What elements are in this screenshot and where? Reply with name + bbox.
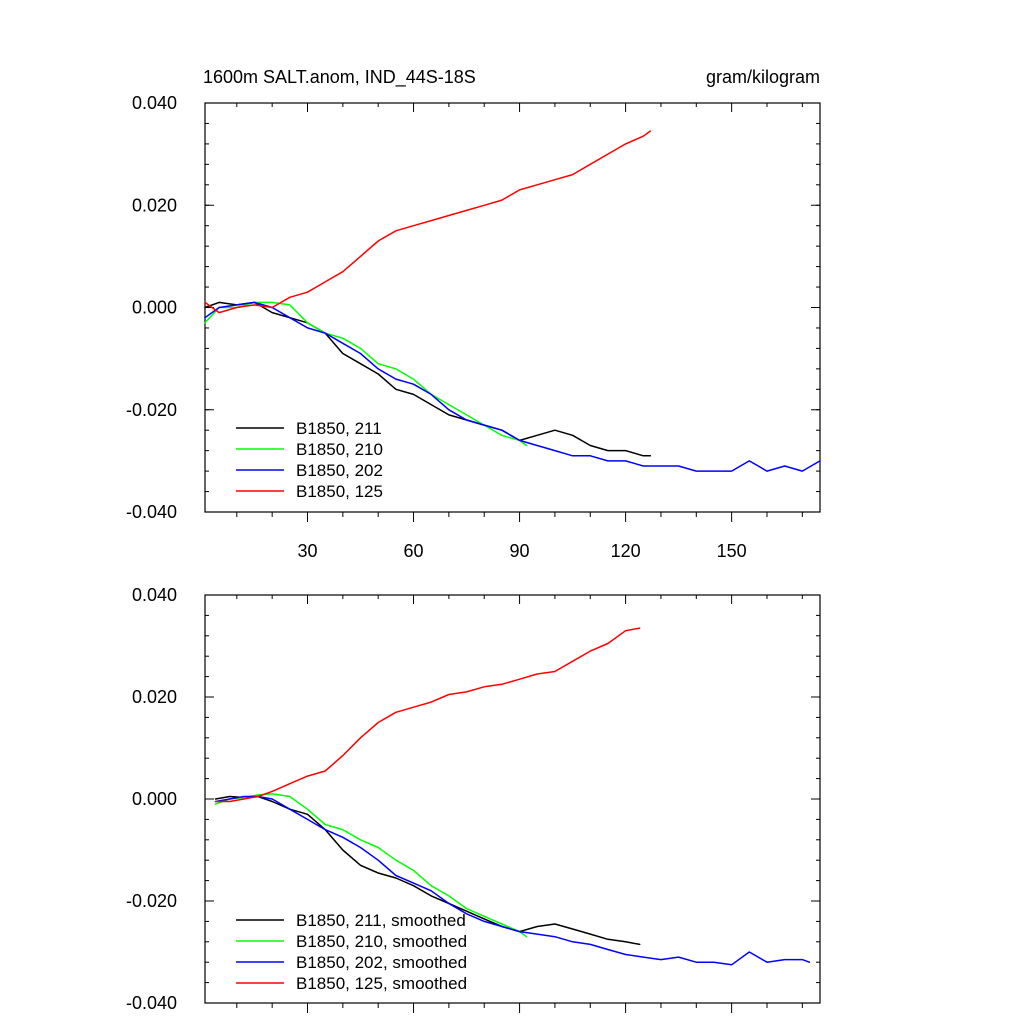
legend-label: B1850, 202, smoothed xyxy=(296,953,467,972)
legend-label: B1850, 210, smoothed xyxy=(296,932,467,951)
series-line xyxy=(214,795,641,946)
y-tick-label: 0.000 xyxy=(132,298,177,318)
y-tick-label: -0.040 xyxy=(126,502,177,522)
y-tick-label: -0.020 xyxy=(126,891,177,911)
y-tick-label: 0.040 xyxy=(132,93,177,113)
series-line xyxy=(214,627,641,803)
series-line xyxy=(204,301,821,472)
series-line xyxy=(204,130,652,314)
x-tick-label: 90 xyxy=(510,541,530,561)
y-tick-label: -0.040 xyxy=(126,993,177,1013)
legend-label: B1850, 211 xyxy=(296,419,382,438)
series-line xyxy=(214,793,528,938)
bottom-panel: -0.040 -0.020 0.000 0.020 0.040 B1850, 211, s… xyxy=(126,585,821,1013)
chart-title: 1600m SALT.anom, IND_44S-18S xyxy=(203,67,476,88)
series-line xyxy=(204,301,528,447)
chart-units: gram/kilogram xyxy=(706,67,820,87)
y-tick-label: 0.020 xyxy=(132,195,177,215)
y-tick-label: 0.040 xyxy=(132,585,177,605)
legend-label: B1850, 125 xyxy=(296,482,383,501)
y-tick-label: -0.020 xyxy=(126,400,177,420)
legend-label: B1850, 211, smoothed xyxy=(296,911,466,930)
series-line xyxy=(204,301,652,457)
x-tick-label: 150 xyxy=(717,541,747,561)
y-tick-label: 0.020 xyxy=(132,687,177,707)
series-line xyxy=(214,795,811,966)
x-tick-label: 60 xyxy=(404,541,424,561)
top-panel: -0.040 -0.020 0.000 0.020 0.040 30 60 90 120 150 B… xyxy=(126,93,821,561)
y-tick-label: 0.000 xyxy=(132,789,177,809)
legend-label: B1850, 210 xyxy=(296,440,383,459)
legend-label: B1850, 125, smoothed xyxy=(296,974,467,993)
x-tick-label: 120 xyxy=(611,541,641,561)
x-tick-label: 30 xyxy=(297,541,317,561)
legend-label: B1850, 202 xyxy=(296,461,383,480)
